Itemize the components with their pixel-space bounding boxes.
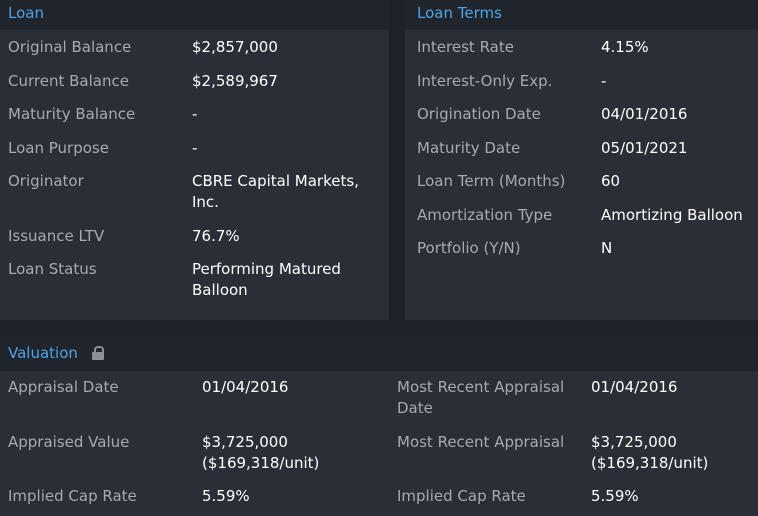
loan-panel-title: Loan: [8, 4, 44, 22]
most-recent-appraisal-date-label: Most Recent Appraisal Date: [397, 378, 565, 417]
interest-only-exp-label: Interest-Only Exp.: [417, 72, 553, 90]
loan-terms-panel-header: Loan Terms: [405, 0, 758, 30]
appraised-value-label: Appraised Value: [8, 433, 130, 451]
loan-issuance-ltv-value: 76.7%: [192, 227, 240, 245]
loan-maturity-balance-label: Maturity Balance: [8, 105, 136, 123]
valuation-panel-title: Valuation: [8, 344, 78, 362]
appraised-value-value: $3,725,000 ($169,318/unit): [202, 433, 320, 472]
origination-date-label: Origination Date: [417, 105, 541, 123]
loan-maturity-balance-value: -: [192, 105, 198, 123]
loan-panel-header: Loan: [0, 0, 389, 30]
loan-originator-value: CBRE Capital Markets, Inc.: [192, 172, 359, 211]
most-recent-appraisal-date-value: 01/04/2016: [591, 378, 678, 396]
most-recent-implied-cap-rate-label: Implied Cap Rate: [397, 487, 526, 505]
interest-only-exp-value: -: [601, 72, 607, 90]
loan-original-balance-value: $2,857,000: [192, 38, 278, 56]
loan-status-value: Performing Matured Balloon: [192, 260, 341, 299]
appraisal-date-label: Appraisal Date: [8, 378, 119, 396]
amortization-type-value: Amortizing Balloon: [601, 206, 743, 224]
portfolio-yn-label: Portfolio (Y/N): [417, 239, 521, 257]
loan-issuance-ltv-label: Issuance LTV: [8, 227, 105, 245]
loan-purpose-value: -: [192, 139, 198, 157]
lock-icon: [92, 346, 104, 360]
loan-current-balance-label: Current Balance: [8, 72, 129, 90]
appraisal-date-value: 01/04/2016: [202, 378, 289, 396]
valuation-panel-header: Valuation: [0, 336, 758, 371]
loan-current-balance-value: $2,589,967: [192, 72, 278, 90]
loan-original-balance-label: Original Balance: [8, 38, 132, 56]
implied-cap-rate-label: Implied Cap Rate: [8, 487, 137, 505]
maturity-date-label: Maturity Date: [417, 139, 521, 157]
loan-terms-panel: Loan Terms Interest Rate 4.15% Interest-…: [405, 0, 758, 320]
implied-cap-rate-value: 5.59%: [202, 487, 250, 505]
interest-rate-value: 4.15%: [601, 38, 649, 56]
loan-term-months-value: 60: [601, 172, 621, 190]
loan-panel: Loan Original Balance $2,857,000 Current…: [0, 0, 389, 320]
loan-terms-panel-title: Loan Terms: [417, 4, 502, 22]
most-recent-appraisal-label: Most Recent Appraisal: [397, 433, 565, 451]
most-recent-implied-cap-rate-value: 5.59%: [591, 487, 639, 505]
loan-originator-label: Originator: [8, 172, 84, 190]
maturity-date-value: 05/01/2021: [601, 139, 688, 157]
valuation-panel: Valuation Appraisal Date 01/04/2016 Most…: [0, 336, 758, 516]
most-recent-appraisal-value: $3,725,000 ($169,318/unit): [591, 433, 709, 472]
interest-rate-label: Interest Rate: [417, 38, 514, 56]
amortization-type-label: Amortization Type: [417, 206, 553, 224]
loan-term-months-label: Loan Term (Months): [417, 172, 566, 190]
portfolio-yn-value: N: [601, 239, 613, 257]
loan-status-label: Loan Status: [8, 260, 97, 278]
origination-date-value: 04/01/2016: [601, 105, 688, 123]
loan-purpose-label: Loan Purpose: [8, 139, 109, 157]
